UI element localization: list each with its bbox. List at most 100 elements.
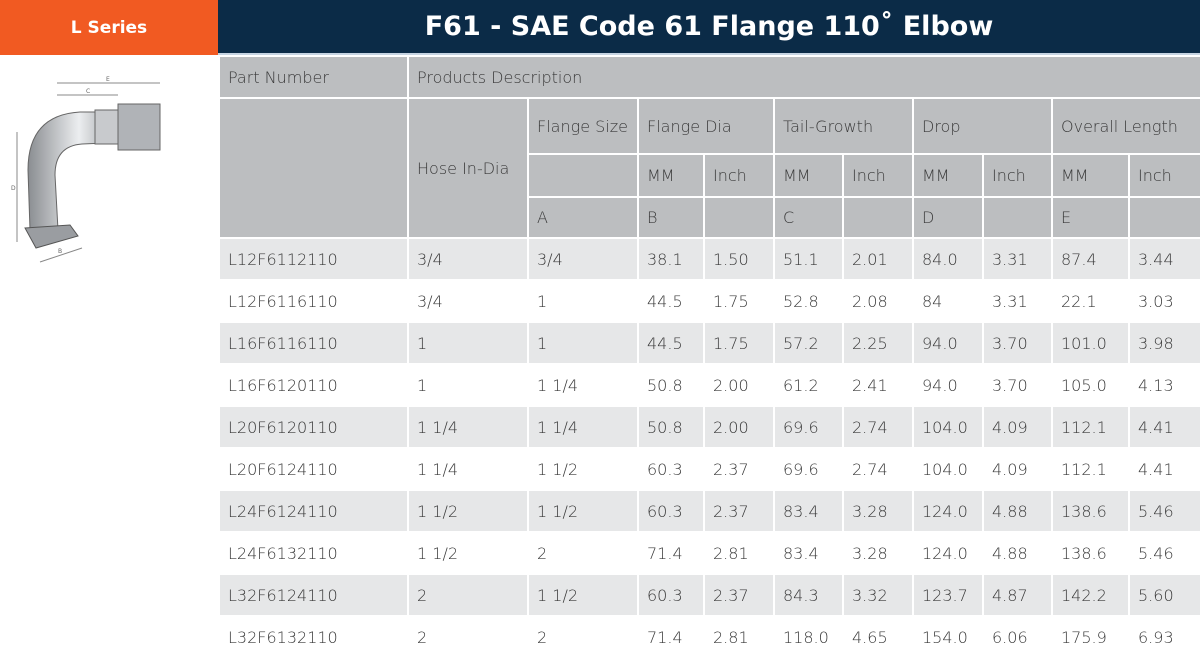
cell-drop-inch: 4.87 [982, 573, 1053, 617]
cell-hose-in-dia: 2 [407, 573, 529, 617]
cell-flange-size: 1 [527, 279, 639, 323]
cell-drop-mm: 94.0 [912, 363, 984, 407]
cell-flange-dia-mm: 50.8 [637, 405, 705, 449]
header-mm: MM [1051, 153, 1130, 198]
cell-tail-growth-inch: 2.74 [842, 447, 914, 491]
table-row: L12F6112110 3/4 3/4 38.1 1.50 51.1 2.01 84.0 3.3… [218, 237, 1200, 281]
cell-flange-dia-inch: 2.37 [703, 573, 775, 617]
cell-drop-inch: 3.31 [982, 237, 1053, 281]
cell-flange-dia-mm: 50.8 [637, 363, 705, 407]
cell-part-number: L16F6116110 [218, 321, 409, 365]
cell-flange-dia-mm: 71.4 [637, 531, 705, 575]
cell-part-number: L32F6124110 [218, 573, 409, 617]
cell-overall-length-inch: 5.46 [1127, 531, 1200, 575]
cell-hose-in-dia: 3/4 [407, 279, 529, 323]
cell-overall-length-mm: 138.6 [1051, 489, 1130, 533]
diagram-label-e: E [106, 76, 110, 83]
cell-overall-length-mm: 112.1 [1051, 447, 1130, 491]
cell-drop-inch: 3.70 [982, 363, 1053, 407]
cell-tail-growth-inch: 2.74 [842, 405, 914, 449]
specifications-table: Part Number Products Description Hose In… [218, 55, 1200, 659]
cell-flange-dia-inch: 2.37 [703, 489, 775, 533]
cell-flange-dia-inch: 1.50 [703, 237, 775, 281]
cell-tail-growth-mm: 61.2 [773, 363, 844, 407]
table-row: L24F6132110 1 1/2 2 71.4 2.81 83.4 3.28 124.0 4.… [218, 531, 1200, 575]
page-title: F61 - SAE Code 61 Flange 110˚ Elbow [218, 0, 1200, 55]
table-row: L32F6132110 2 2 71.4 2.81 118.0 4.65 154.0 6.06 1… [218, 615, 1200, 659]
header-dim-a: A [527, 196, 639, 239]
cell-flange-dia-mm: 71.4 [637, 615, 705, 659]
table-row: L16F6120110 1 1 1/4 50.8 2.00 61.2 2.41 94.0 3.7… [218, 363, 1200, 407]
cell-flange-dia-inch: 2.37 [703, 447, 775, 491]
cell-tail-growth-inch: 3.32 [842, 573, 914, 617]
cell-overall-length-inch: 4.41 [1127, 405, 1200, 449]
cell-hose-in-dia: 2 [407, 615, 529, 659]
cell-tail-growth-inch: 2.25 [842, 321, 914, 365]
cell-drop-mm: 84 [912, 279, 984, 323]
elbow-fitting-diagram: E C D B [0, 60, 218, 280]
diagram-label-b: B [58, 248, 62, 255]
cell-tail-growth-inch: 2.01 [842, 237, 914, 281]
cell-tail-growth-inch: 3.28 [842, 531, 914, 575]
cell-part-number: L16F6120110 [218, 363, 409, 407]
cell-part-number: L24F6124110 [218, 489, 409, 533]
cell-drop-mm: 124.0 [912, 531, 984, 575]
cell-overall-length-mm: 105.0 [1051, 363, 1130, 407]
cell-tail-growth-inch: 4.65 [842, 615, 914, 659]
table-row: L20F6124110 1 1/4 1 1/2 60.3 2.37 69.6 2.74 104… [218, 447, 1200, 491]
header-empty [842, 196, 914, 239]
diagram-label-d: D [11, 185, 16, 192]
cell-tail-growth-inch: 2.08 [842, 279, 914, 323]
cell-drop-mm: 124.0 [912, 489, 984, 533]
header-dim-b: B [637, 196, 705, 239]
cell-overall-length-mm: 142.2 [1051, 573, 1130, 617]
cell-overall-length-mm: 112.1 [1051, 405, 1130, 449]
header-hose-in-dia: Hose In-Dia [407, 97, 529, 239]
cell-drop-inch: 4.88 [982, 489, 1053, 533]
cell-tail-growth-mm: 83.4 [773, 531, 844, 575]
cell-drop-inch: 3.70 [982, 321, 1053, 365]
table-row: L32F6124110 2 1 1/2 60.3 2.37 84.3 3.32 123.7 4.… [218, 573, 1200, 617]
header-tail-growth: Tail-Growth [773, 97, 914, 155]
cell-hose-in-dia: 3/4 [407, 237, 529, 281]
cell-drop-mm: 154.0 [912, 615, 984, 659]
cell-flange-dia-inch: 1.75 [703, 321, 775, 365]
cell-drop-inch: 3.31 [982, 279, 1053, 323]
cell-drop-inch: 4.09 [982, 447, 1053, 491]
table-row: L20F6120110 1 1/4 1 1/4 50.8 2.00 69.6 2.74 104… [218, 405, 1200, 449]
header-empty [982, 196, 1053, 239]
cell-flange-dia-inch: 2.81 [703, 615, 775, 659]
cell-drop-mm: 84.0 [912, 237, 984, 281]
cell-flange-dia-mm: 44.5 [637, 321, 705, 365]
cell-overall-length-inch: 3.44 [1127, 237, 1200, 281]
cell-tail-growth-mm: 52.8 [773, 279, 844, 323]
header-empty [218, 97, 409, 239]
cell-flange-dia-mm: 60.3 [637, 573, 705, 617]
series-label: L Series [0, 0, 218, 55]
cell-flange-dia-inch: 2.00 [703, 405, 775, 449]
cell-tail-growth-inch: 2.41 [842, 363, 914, 407]
cell-flange-dia-mm: 44.5 [637, 279, 705, 323]
cell-drop-mm: 123.7 [912, 573, 984, 617]
header-flange-dia: Flange Dia [637, 97, 775, 155]
cell-tail-growth-inch: 3.28 [842, 489, 914, 533]
table-row: L12F6116110 3/4 1 44.5 1.75 52.8 2.08 84 3.31 22.… [218, 279, 1200, 323]
header-products-description: Products Description [406, 55, 1200, 99]
cell-flange-size: 1 1/4 [527, 405, 639, 449]
cell-flange-size: 1 1/2 [527, 573, 639, 617]
header-mm: MM [773, 153, 844, 198]
header-dim-e: E [1051, 196, 1130, 239]
cell-drop-inch: 4.88 [982, 531, 1053, 575]
cell-overall-length-inch: 5.60 [1127, 573, 1200, 617]
cell-flange-size: 2 [527, 531, 639, 575]
cell-overall-length-mm: 101.0 [1051, 321, 1130, 365]
header-dim-d: D [912, 196, 984, 239]
cell-tail-growth-mm: 118.0 [773, 615, 844, 659]
cell-flange-size: 1 1/2 [527, 489, 639, 533]
header-drop: Drop [912, 97, 1053, 155]
cell-tail-growth-mm: 69.6 [773, 447, 844, 491]
cell-overall-length-inch: 3.98 [1127, 321, 1200, 365]
cell-part-number: L20F6120110 [218, 405, 409, 449]
cell-flange-dia-inch: 2.81 [703, 531, 775, 575]
cell-tail-growth-mm: 69.6 [773, 405, 844, 449]
